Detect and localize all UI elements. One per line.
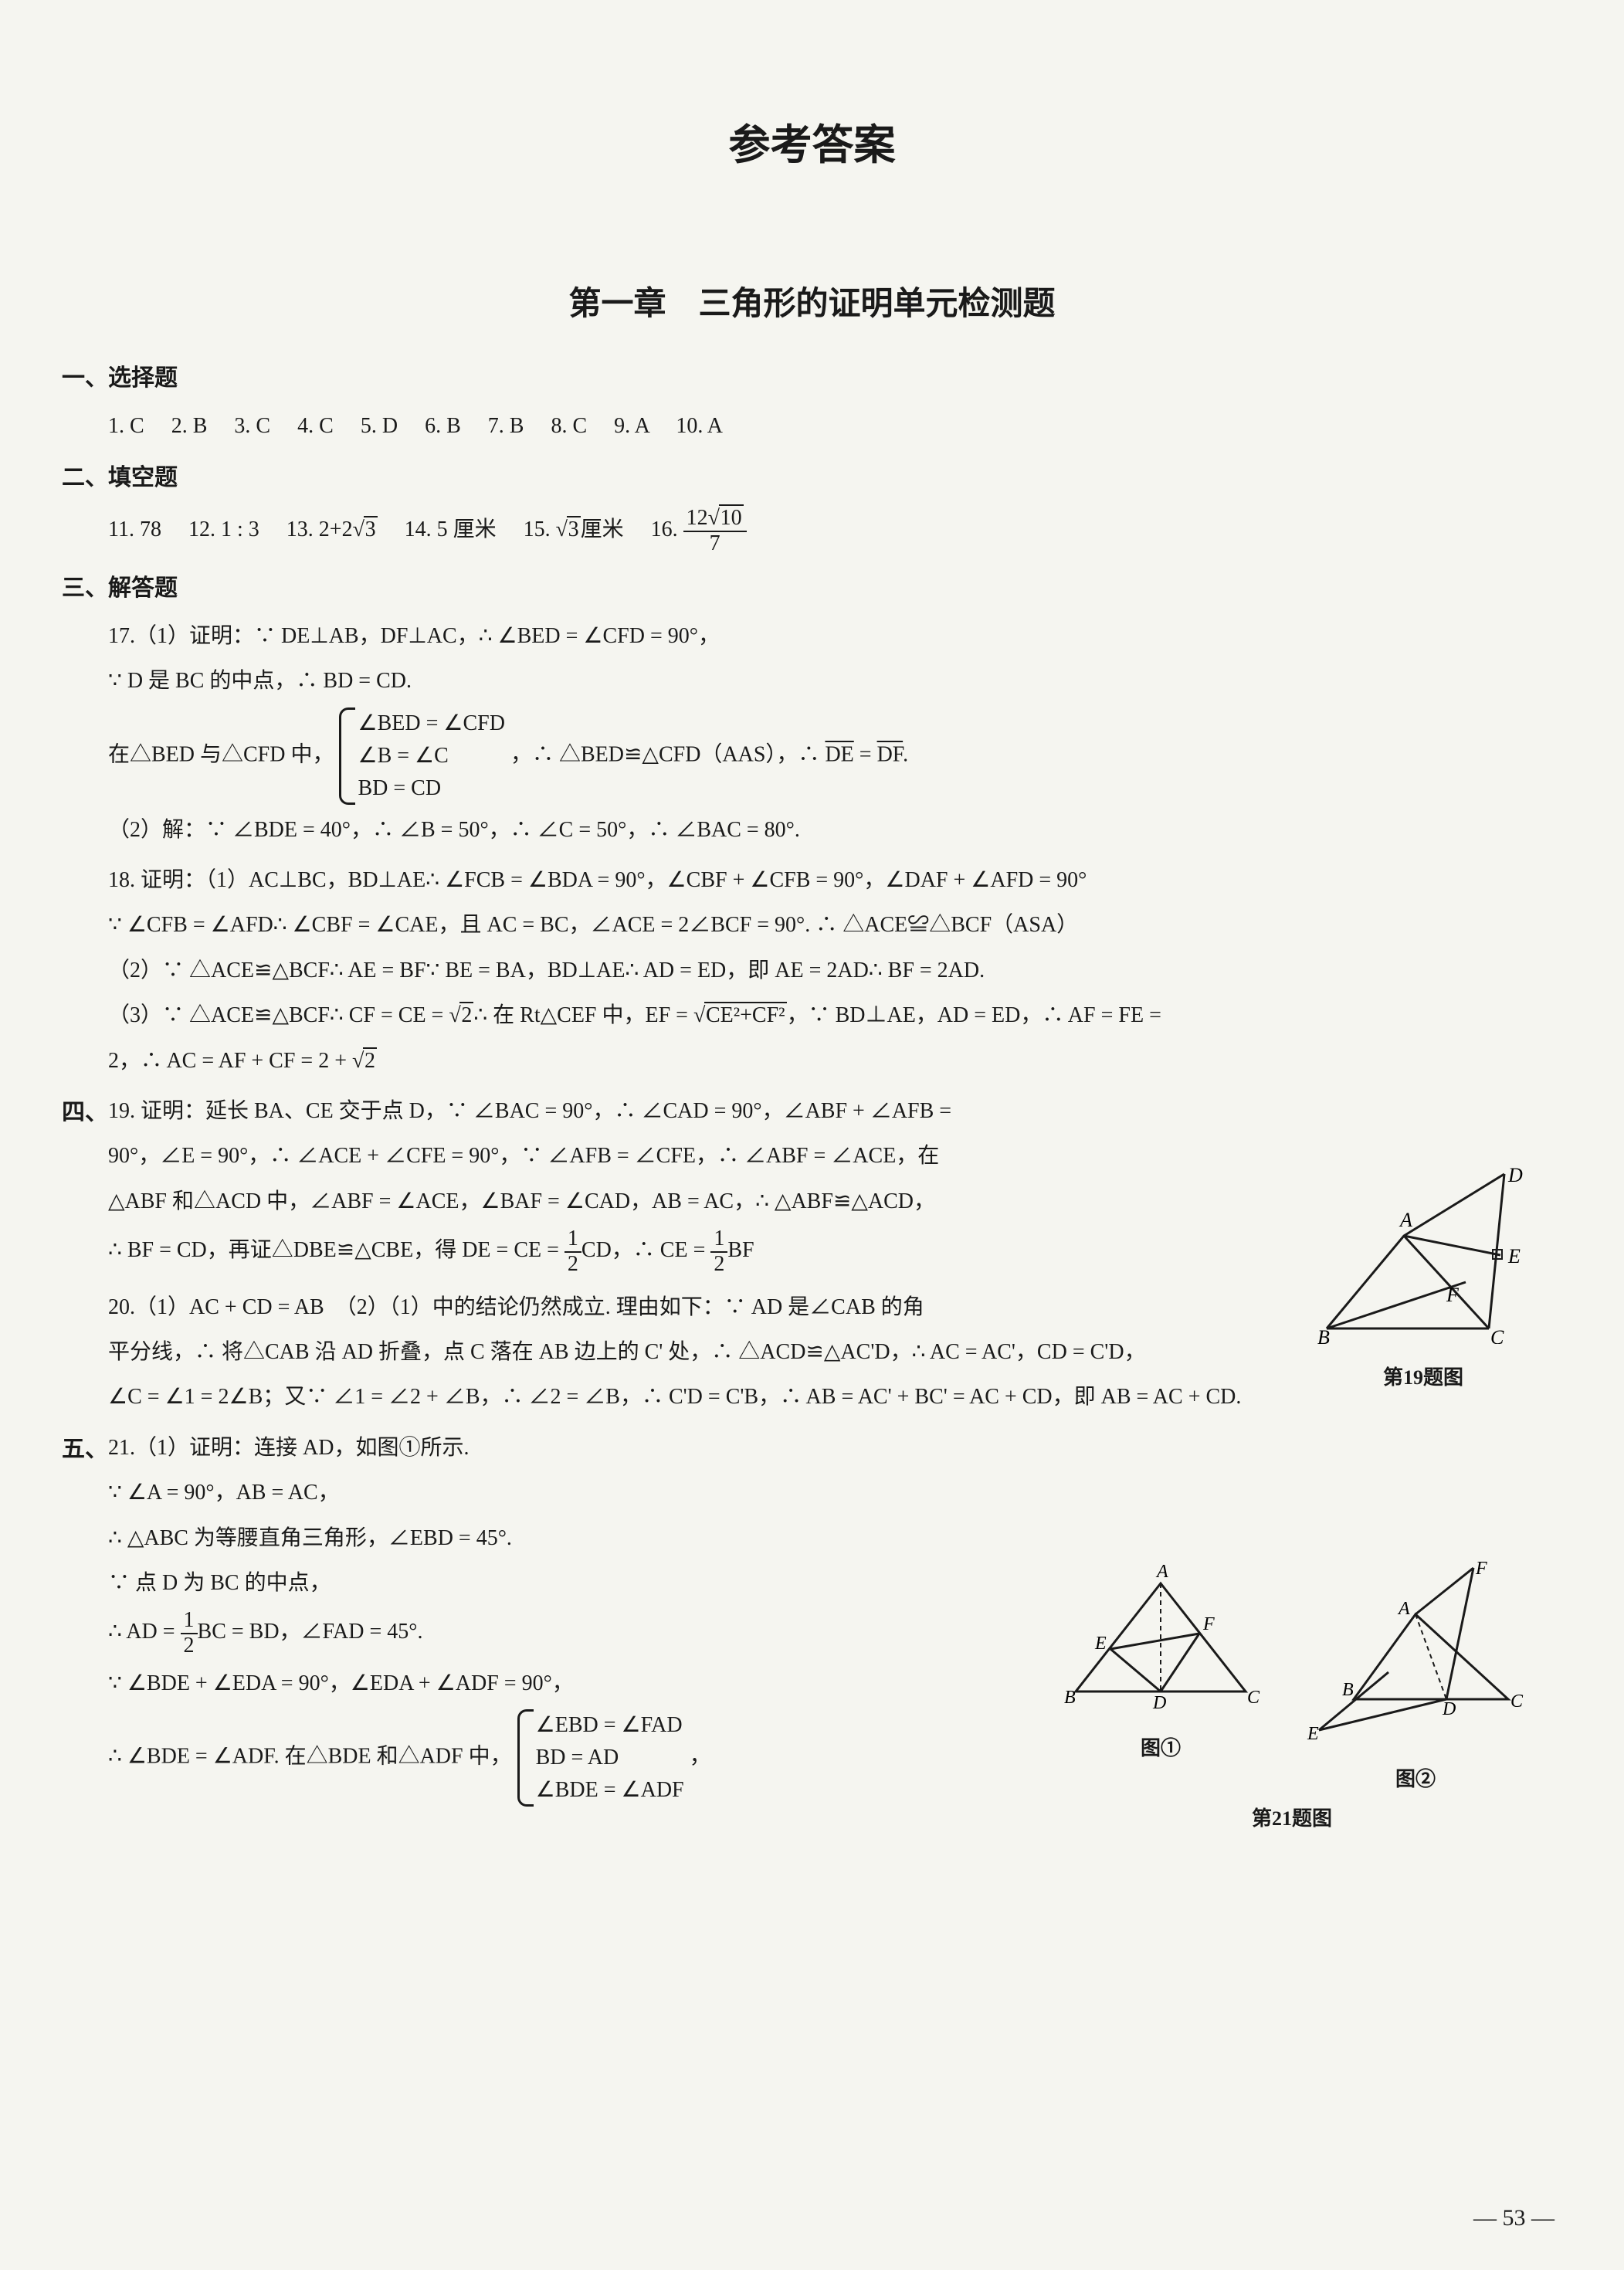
mc-1: 1. C (108, 414, 144, 438)
fill-13-prefix: 13. 2+2 (286, 517, 353, 541)
svg-text:B: B (1342, 1680, 1354, 1700)
mc-answers: 1. C 2. B 3. C 4. C 5. D 6. B 7. B 8. C … (62, 407, 1562, 446)
fill-16-frac: 12107 (683, 507, 747, 556)
mc-9: 9. A (614, 414, 649, 438)
q18-line1: 18. 证明：（1）AC⊥BC，BD⊥AE∴ ∠FCB = ∠BDA = 90°… (108, 861, 1562, 900)
fill-answers: 11. 78 12. 1 : 3 13. 2+23 14. 5 厘米 15. 3… (62, 507, 1562, 556)
svg-text:D: D (1507, 1166, 1523, 1186)
svg-text:F: F (1475, 1560, 1487, 1579)
section-2-header: 二、填空题 (62, 457, 1562, 499)
q18-line5: 2，∴ AC = AF + CF = 2 + 2 (108, 1042, 1562, 1081)
chapter-title: 第一章 三角形的证明单元检测题 (62, 276, 1562, 334)
svg-text:D: D (1442, 1699, 1456, 1719)
fill-12: 12. 1 : 3 (188, 517, 259, 541)
svg-text:B: B (1064, 1688, 1076, 1708)
fill-16-prefix: 16. (651, 517, 683, 541)
mc-4: 4. C (297, 414, 334, 438)
fill-15-suffix: 厘米 (581, 517, 624, 541)
q17-line1: 17.（1）证明：∵ DE⊥AB，DF⊥AC，∴ ∠BED = ∠CFD = 9… (108, 617, 1562, 656)
svg-text:F: F (1446, 1284, 1460, 1306)
svg-text:A: A (1397, 1599, 1410, 1619)
q17-line2: ∵ D 是 BC 的中点，∴ BD = CD. (108, 662, 1562, 701)
section-1-header: 一、选择题 (62, 358, 1562, 399)
q17-line4: （2）解：∵ ∠BDE = 40°，∴ ∠B = 50°，∴ ∠C = 50°，… (108, 811, 1562, 850)
q18-line2: ∵ ∠CFB = ∠AFD∴ ∠CBF = ∠CAE，且 AC = BC，∠AC… (108, 906, 1562, 945)
q21-line3: ∴ △ABC 为等腰直角三角形，∠EBD = 45°. (108, 1519, 1562, 1558)
q18-line4: （3）∵ △ACE≌△BCF∴ CF = CE = 2∴ 在 Rt△CEF 中，… (108, 996, 1562, 1035)
svg-text:E: E (1307, 1724, 1319, 1744)
mc-5: 5. D (361, 414, 398, 438)
q18-line3: （2）∵ △ACE≌△BCF∴ AE = BF∵ BE = BA，BD⊥AE∴ … (108, 952, 1562, 990)
section-3-header: 三、解答题 (62, 568, 1562, 609)
mc-8: 8. C (551, 414, 587, 438)
section-4-label: 四、 (62, 1092, 108, 1134)
page-content: 参考答案 第一章 三角形的证明单元检测题 一、选择题 1. C 2. B 3. … (62, 108, 1562, 1818)
q19-line1: 19. 证明：延长 BA、CE 交于点 D，∵ ∠BAC = 90°，∴ ∠CA… (108, 1092, 1562, 1131)
fill-15-prefix: 15. (524, 517, 556, 541)
svg-text:D: D (1152, 1693, 1166, 1713)
q21-line2: ∵ ∠A = 90°，AB = AC， (108, 1474, 1562, 1512)
figure-21-1-svg: A B C D E F (1053, 1560, 1269, 1715)
svg-text:C: C (1247, 1688, 1260, 1708)
problem-18: 18. 证明：（1）AC⊥BC，BD⊥AE∴ ∠FCB = ∠BDA = 90°… (62, 861, 1562, 1081)
svg-text:C: C (1490, 1326, 1504, 1344)
mc-7: 7. B (488, 414, 524, 438)
figure-21-caption: 第21题图 (1045, 1801, 1539, 1837)
figure-19: A B C D E F 第19题图 (1307, 1166, 1539, 1396)
figure-19-svg: A B C D E F (1311, 1166, 1535, 1344)
mc-2: 2. B (171, 414, 208, 438)
svg-text:A: A (1399, 1209, 1412, 1231)
fill-11: 11. 78 (108, 517, 161, 541)
fill-14: 14. 5 厘米 (405, 517, 497, 541)
svg-text:C: C (1510, 1691, 1524, 1712)
svg-text:B: B (1317, 1326, 1330, 1344)
svg-text:E: E (1094, 1634, 1107, 1654)
q21-cases: ∠EBD = ∠FAD BD = AD ∠BDE = ∠ADF (517, 1709, 684, 1807)
q21-line1: 21.（1）证明：连接 AD，如图①所示. (108, 1429, 1562, 1468)
mc-6: 6. B (425, 414, 461, 438)
fill-13-sqrt: 3 (353, 511, 378, 549)
figure-19-caption: 第19题图 (1307, 1360, 1539, 1396)
figure-21-2-svg: A B C D E F (1300, 1560, 1531, 1746)
section-5-label: 五、 (62, 1429, 108, 1471)
svg-text:E: E (1507, 1245, 1521, 1267)
mc-3: 3. C (234, 414, 270, 438)
svg-text:A: A (1155, 1562, 1168, 1582)
q17-cases: ∠BED = ∠CFD ∠B = ∠C BD = CD (339, 707, 504, 805)
figure-21-1-label: 图① (1053, 1731, 1269, 1767)
mc-10: 10. A (676, 414, 723, 438)
problem-17: 17.（1）证明：∵ DE⊥AB，DF⊥AC，∴ ∠BED = ∠CFD = 9… (62, 617, 1562, 850)
page-title: 参考答案 (62, 108, 1562, 183)
figure-21: A B C D E F 图① A B (1045, 1560, 1539, 1837)
q17-line3: 在△BED 与△CFD 中， ∠BED = ∠CFD ∠B = ∠C BD = … (108, 707, 1562, 805)
svg-text:F: F (1202, 1614, 1215, 1634)
figure-21-2-label: 图② (1300, 1762, 1531, 1798)
fill-15-sqrt: 3 (556, 511, 581, 549)
page-number: — 53 — (1473, 2197, 1554, 2239)
